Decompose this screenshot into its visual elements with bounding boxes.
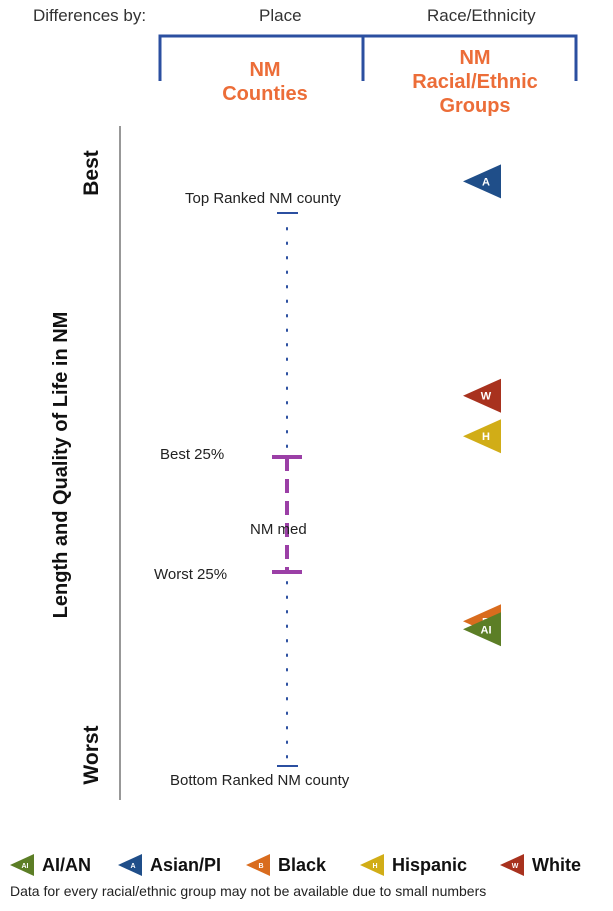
legend-triangle-icon: A (118, 854, 142, 876)
median-label: NM med (250, 521, 307, 538)
badge-code: W (481, 391, 492, 403)
badge-white: W (463, 378, 501, 413)
group-badges: AWHBAI (463, 164, 501, 647)
badge-code: AI (481, 624, 492, 636)
svg-text:A: A (130, 863, 135, 870)
racial-title-line-2: Racial/Ethnic (412, 71, 538, 93)
badge-code: H (482, 431, 490, 443)
counties-title-line-1: NM (249, 59, 281, 81)
counties-group-title: NM Counties (200, 58, 330, 106)
badge-code: A (482, 176, 490, 188)
worst25-label: Worst 25% (154, 566, 228, 583)
legend-triangle-icon: AI (10, 854, 34, 876)
legend-label: Black (278, 854, 327, 875)
legend-triangle-icon: B (246, 854, 270, 876)
badge-triangle-icon (463, 612, 501, 647)
legend-item-white: W White (498, 848, 581, 882)
legend-item-asian-pi: A Asian/PI (116, 848, 221, 882)
racial-title-line-3: Groups (439, 95, 511, 117)
legend: AI AI/AN A Asian/PI B Black H Hispanic W White (0, 848, 613, 882)
legend-triangle-icon: H (360, 854, 384, 876)
counties-title-line-2: Counties (222, 83, 308, 105)
race-ethnicity-label: Race/Ethnicity (427, 6, 536, 25)
legend-item-hispanic: H Hispanic (358, 848, 467, 882)
racial-group-title: NM Racial/Ethnic Groups (390, 46, 560, 118)
legend-item-ai-an: AI AI/AN (8, 848, 91, 882)
legend-label: AI/AN (42, 854, 91, 875)
badge-hispanic: H (463, 419, 501, 454)
legend-triangle-icon: W (500, 854, 524, 876)
legend-label: Hispanic (392, 854, 468, 875)
badge-asian-pi: A (463, 164, 501, 199)
header-bracket (158, 34, 578, 81)
svg-text:AI: AI (22, 863, 29, 870)
svg-text:H: H (372, 863, 377, 870)
legend-item-black: B Black (244, 848, 326, 882)
place-label: Place (259, 6, 302, 25)
differences-by-label: Differences by: (33, 6, 147, 25)
best25-label: Best 25% (160, 446, 225, 463)
bottom-ranked-label: Bottom Ranked NM county (170, 772, 350, 789)
top-ranked-label: Top Ranked NM county (185, 190, 341, 207)
legend-label: White (532, 854, 581, 875)
badge-triangle-icon (463, 164, 501, 199)
svg-text:W: W (512, 863, 519, 870)
badge-triangle-icon (463, 378, 501, 413)
badge-ai-an: AI (463, 612, 501, 647)
racial-title-line-1: NM (459, 47, 491, 69)
data-availability-note: Data for every racial/ethnic group may n… (10, 883, 487, 899)
legend-label: Asian/PI (150, 854, 222, 875)
svg-text:B: B (258, 863, 263, 870)
badge-triangle-icon (463, 419, 501, 454)
